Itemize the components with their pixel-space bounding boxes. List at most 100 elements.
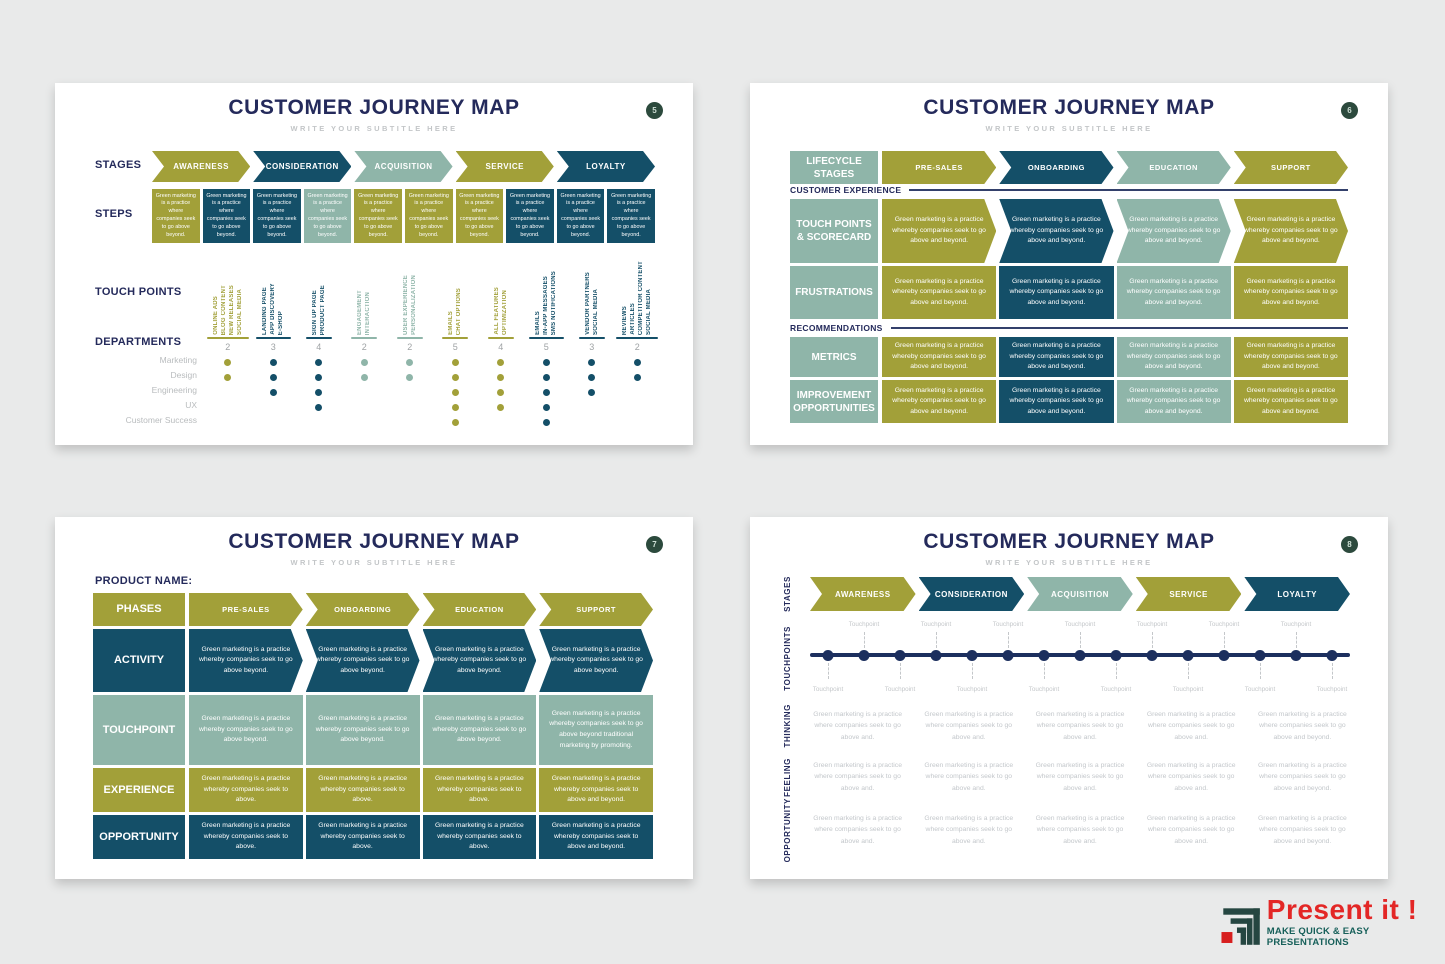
timeline-column: Touchpoint xyxy=(1098,619,1134,695)
department-dot xyxy=(542,374,550,381)
slide-8: CUSTOMER JOURNEY MAP WRITE YOUR SUBTITLE… xyxy=(750,517,1388,879)
department-dot-slot xyxy=(315,400,323,415)
journey-cell: Green marketing is a practice whereby co… xyxy=(539,815,653,859)
timeline-dot xyxy=(1074,650,1086,661)
touchpoint-label: COMPETITOR CONTENT xyxy=(638,260,645,335)
timeline-dash xyxy=(1152,632,1153,648)
touchpoint-label: EMAILS xyxy=(448,311,455,335)
department-dot xyxy=(588,374,596,381)
journey-row-label: FRUSTRATIONS xyxy=(790,266,878,319)
department-dot xyxy=(451,359,459,366)
stage-arrow: LOYALTY xyxy=(557,151,655,182)
timeline-dash xyxy=(1332,663,1333,679)
department-dot xyxy=(315,374,323,381)
journey-cell-text: Green marketing is a practice where comp… xyxy=(1035,711,1125,741)
department-dot xyxy=(451,389,459,396)
journey-row-cells: Green marketing is a practice whereby co… xyxy=(189,629,653,692)
stages-side-label-box: STAGES xyxy=(778,576,796,612)
touchpoint-group: VENDOR PARTNERS SOCIAL MEDIA 3 xyxy=(569,255,615,430)
group-underline xyxy=(351,337,378,339)
timeline-dot xyxy=(966,650,978,661)
timeline-dot xyxy=(1182,650,1194,661)
step-cell: Green marketing is a practice where comp… xyxy=(152,189,200,243)
journey-row-cells: Green marketing is a practice whereby co… xyxy=(189,768,653,812)
journey-row-cells: Green marketing is a practice whereby co… xyxy=(189,815,653,859)
group-underline xyxy=(396,337,423,339)
step-cell-text: Green marketing is a practice where comp… xyxy=(155,192,196,238)
group-underline xyxy=(578,337,605,339)
row-side-label: THINKING xyxy=(782,704,792,748)
timeline-column: Touchpoint xyxy=(1134,619,1170,695)
phase-arrow: SUPPORT xyxy=(539,593,653,626)
department-dot-slot xyxy=(269,385,277,400)
journey-cell-text: Green marketing is a practice where comp… xyxy=(1146,762,1236,792)
touchpoint-tag: Touchpoint xyxy=(1316,686,1348,693)
journey-cell: Green marketing is a practice whereby co… xyxy=(999,266,1114,319)
journey-row-label: EXPERIENCE xyxy=(93,768,185,812)
timeline-dash xyxy=(828,663,829,679)
journey-cell-text: Green marketing is a practice whereby co… xyxy=(1126,216,1221,245)
row-side-label: OPPORTUNITY xyxy=(782,797,792,863)
journey-cell-text: Green marketing is a practice whereby co… xyxy=(434,822,524,851)
logo-title: Present it ! xyxy=(1266,894,1418,925)
stage-arrow-label: LOYALTY xyxy=(1277,589,1317,599)
journey-row-label: OPPORTUNITY xyxy=(93,815,185,859)
timeline-column: Touchpoint xyxy=(882,619,918,695)
touchpoint-label-cluster: ONLINE ADS BLOG CONTENT NEW RELEASES SOCIAL… xyxy=(213,255,243,335)
timeline-dash xyxy=(1116,663,1117,679)
stage-arrow-label: LOYALTY xyxy=(586,162,626,171)
journey-cell: Green marketing is a practice whereby co… xyxy=(1117,199,1231,263)
presentit-logo: Present it ! MAKE QUICK & EASY PRESENTAT… xyxy=(1216,896,1445,948)
department-dot xyxy=(542,389,550,396)
timeline-column: Touchpoint xyxy=(918,619,954,695)
phases-label: PHASES xyxy=(93,593,185,626)
journey-cell-text: Green marketing is a practice whereby co… xyxy=(318,822,408,851)
journey-row-cells: Green marketing is a practice where comp… xyxy=(810,753,1350,801)
recommendations-label: RECOMMENDATIONS xyxy=(790,323,883,333)
touchpoint-label-cluster: EMAILS IN-APP MESSAGES SMS NOTIFICATIONS xyxy=(535,255,557,335)
timeline-dot xyxy=(1218,650,1230,661)
touchpoint-label: ARTICLES xyxy=(630,303,637,335)
step-cell: Green marketing is a practice where comp… xyxy=(202,189,251,243)
recommendations-section: RECOMMENDATIONS xyxy=(790,323,1348,333)
touchpoint-tag: Touchpoint xyxy=(1172,686,1204,693)
timeline-dash xyxy=(972,663,973,679)
group-underline xyxy=(616,337,659,339)
stage-arrow-label: ACQUISITION xyxy=(1051,589,1109,599)
journey-cell-text: Green marketing is a practice where comp… xyxy=(1035,815,1125,845)
timeline-dash xyxy=(864,632,865,648)
journey-cell-text: Green marketing is a practice whereby co… xyxy=(199,715,293,744)
phase-arrow: EDUCATION xyxy=(423,593,537,626)
step-cell: Green marketing is a practice where comp… xyxy=(404,189,453,243)
touchpoints-side-label: TOUCHPOINTS xyxy=(782,625,792,691)
timeline-column: Touchpoint xyxy=(954,619,990,695)
touchpoint-label: IN-APP MESSAGES xyxy=(543,276,550,335)
touchpoint-label: BLOG CONTENT xyxy=(220,284,227,335)
journey-cell-text: Green marketing is a practice where comp… xyxy=(1035,762,1125,792)
slide-title: CUSTOMER JOURNEY MAP xyxy=(923,530,1215,553)
timeline-column: Touchpoint xyxy=(1026,619,1062,695)
journey-cell: Green marketing is a practice whereby co… xyxy=(422,815,537,859)
stage-arrow: ACQUISITION xyxy=(354,151,452,182)
stages-row-label: STAGES xyxy=(95,159,142,171)
journey-cell: Green marketing is a practice whereby co… xyxy=(1234,199,1348,263)
touchpoint-count: 2 xyxy=(225,342,231,352)
slide-title: CUSTOMER JOURNEY MAP xyxy=(228,96,520,119)
stage-arrow: ACQUISITION xyxy=(1027,577,1133,611)
logo-tagline: MAKE QUICK & EASY PRESENTATIONS xyxy=(1266,926,1370,948)
department-dot xyxy=(269,389,277,396)
timeline-column: Touchpoint xyxy=(810,619,846,695)
slide-number-badge: 5 xyxy=(646,102,663,119)
journey-row-cells: Green marketing is a practice whereby co… xyxy=(882,199,1348,263)
row-side-label-box: THINKING xyxy=(778,701,796,751)
touchpoint-tag: Touchpoint xyxy=(956,686,988,693)
journey-row-cells: Green marketing is a practice where comp… xyxy=(810,701,1350,751)
group-underline xyxy=(206,337,249,339)
journey-cell-text: Green marketing is a practice where comp… xyxy=(924,762,1014,792)
touchpoint-tag: Touchpoint xyxy=(884,686,916,693)
touchpoint-label: SOCIAL MEDIA xyxy=(236,289,243,335)
department-dot xyxy=(224,359,232,366)
journey-cell-text: Green marketing is a practice whereby co… xyxy=(892,342,986,371)
journey-cell-text: Green marketing is a practice whereby co… xyxy=(892,386,986,415)
touchpoint-tag: Touchpoint xyxy=(1064,621,1096,628)
